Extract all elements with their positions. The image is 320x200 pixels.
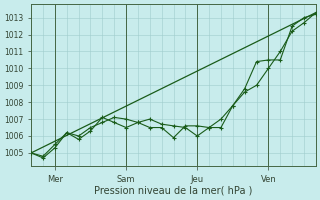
X-axis label: Pression niveau de la mer( hPa ): Pression niveau de la mer( hPa )	[94, 186, 253, 196]
